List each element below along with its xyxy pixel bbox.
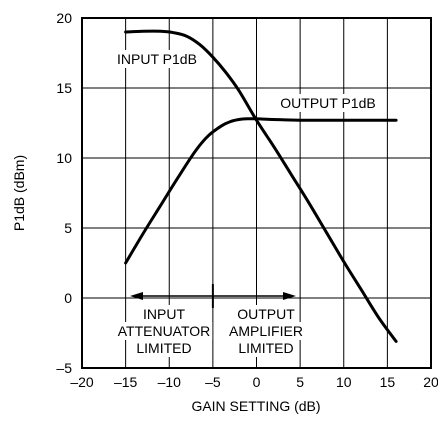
x-tick-label: –10 <box>158 374 182 390</box>
x-tick-label: 10 <box>336 374 352 390</box>
input-p1db-label-background <box>114 50 200 68</box>
y-tick-label: 20 <box>56 10 72 26</box>
output-p1db-label-background <box>277 94 379 112</box>
x-axis-title: GAIN SETTING (dB) <box>191 398 320 414</box>
input-attenuator-limited-label-background <box>134 339 194 357</box>
output-amplifier-limited-label-background <box>236 339 296 357</box>
y-tick-label: 0 <box>64 290 72 306</box>
plot-frame <box>81 17 432 369</box>
input-p1db-line <box>124 29 398 343</box>
x-tick-label: 20 <box>423 374 438 390</box>
input-attenuator-limited-label: INPUT <box>143 306 185 322</box>
x-tick-label: 5 <box>296 374 304 390</box>
output-amplifier-limited-label: LIMITED <box>238 340 293 356</box>
output-p1db-label: OUTPUT P1dB <box>280 95 375 111</box>
input-attenuator-limited-label-background <box>115 322 213 340</box>
y-axis-title: P1dB (dBm) <box>11 155 27 231</box>
output-p1db-line <box>124 117 398 265</box>
right-arrowhead-icon <box>283 292 296 300</box>
y-tick-label: –5 <box>56 360 72 376</box>
tick-label-layer: –20 –15 –10 –5 0 5 10 15 20 –5 0 5 10 15 20 <box>56 10 438 390</box>
input-attenuator-limited-label-background <box>141 305 188 323</box>
output-amplifier-limited-label-background <box>235 305 298 323</box>
left-arrowhead-icon <box>130 292 143 300</box>
grid-layer <box>82 18 431 368</box>
x-tick-label: 0 <box>253 374 261 390</box>
x-tick-label: 15 <box>380 374 396 390</box>
x-tick-label: –20 <box>70 374 94 390</box>
output-amplifier-limited-label: AMPLIFIER <box>229 323 303 339</box>
input-p1db-label: INPUT P1dB <box>117 51 197 67</box>
y-tick-label: 10 <box>56 150 72 166</box>
output-amplifier-limited-label: OUTPUT <box>237 306 295 322</box>
input-attenuator-limited-label: LIMITED <box>136 340 191 356</box>
input-attenuator-limited-label: ATTENUATOR <box>118 323 211 339</box>
y-tick-label: 15 <box>56 80 72 96</box>
x-tick-label: –15 <box>114 374 138 390</box>
output-amplifier-limited-label-background <box>227 322 305 340</box>
curve-layer <box>124 29 398 343</box>
x-tick-label: –5 <box>205 374 221 390</box>
y-tick-label: 5 <box>64 220 72 236</box>
